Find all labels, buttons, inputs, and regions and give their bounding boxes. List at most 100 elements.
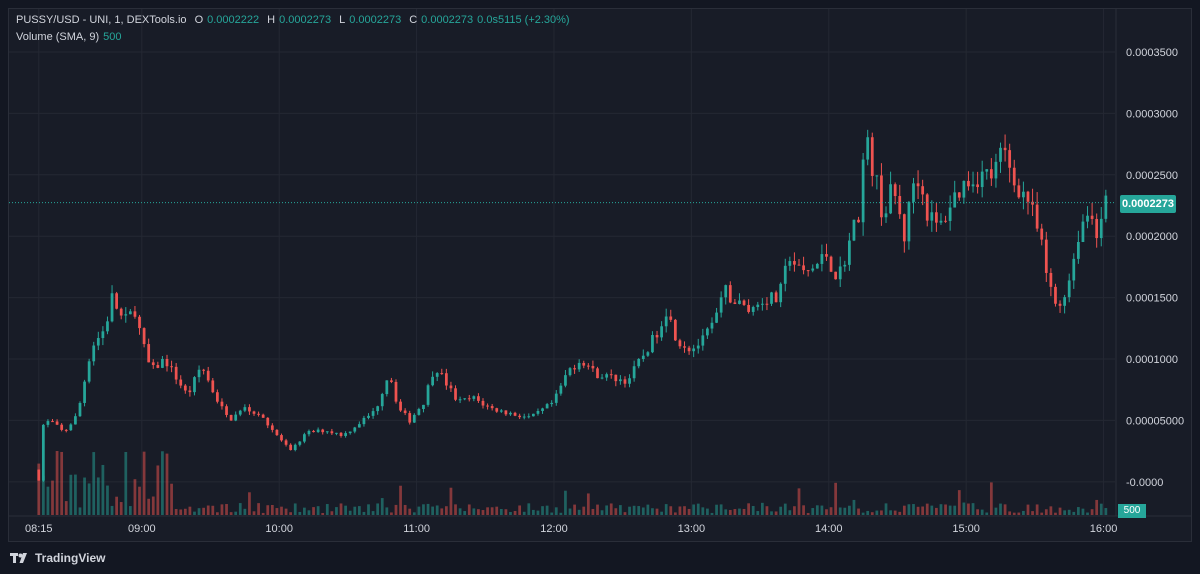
- volume-bar: [783, 503, 787, 515]
- volume-bar: [124, 451, 128, 515]
- volume-bar: [967, 503, 970, 515]
- volume-bar: [559, 512, 563, 515]
- candle-body: [902, 214, 906, 242]
- volume-bar: [472, 508, 476, 515]
- volume-bar: [806, 512, 810, 515]
- volume-bar: [509, 512, 512, 515]
- volume-bar: [46, 486, 50, 515]
- candle-body: [495, 408, 499, 412]
- candle-body: [559, 385, 563, 394]
- volume-bar: [422, 504, 425, 515]
- volume-bar: [600, 510, 604, 515]
- volume-bar: [142, 451, 146, 515]
- volume-legend: Volume (SMA, 9) 500: [16, 31, 122, 43]
- volume-bar: [344, 505, 347, 515]
- volume-bar: [683, 506, 686, 515]
- y-tick-label: 0.0003000: [1126, 108, 1178, 120]
- volume-bar: [861, 512, 865, 515]
- candle-body: [481, 400, 485, 406]
- candle-body: [843, 264, 847, 267]
- candle-body: [989, 169, 993, 179]
- candle-body: [541, 408, 544, 411]
- candle-body: [316, 429, 320, 433]
- candle-body: [751, 307, 755, 312]
- y-tick-label: 0.00005000: [1126, 415, 1184, 427]
- candle-body: [898, 196, 902, 215]
- candle-body: [1054, 286, 1057, 304]
- volume-bar: [298, 511, 302, 515]
- volume-bar: [1008, 511, 1012, 515]
- candle-body: [1072, 258, 1076, 281]
- candle-body: [678, 340, 682, 347]
- candle-body: [870, 137, 874, 176]
- candle-body: [238, 410, 242, 415]
- candle-body: [252, 411, 256, 414]
- volume-bar: [179, 509, 183, 515]
- volume-bar: [1095, 499, 1099, 515]
- candle-body: [51, 421, 54, 423]
- candle-body: [518, 415, 522, 418]
- candle-body: [60, 424, 64, 430]
- tradingview-brand[interactable]: TradingView: [10, 550, 105, 566]
- volume-bar: [568, 508, 572, 515]
- volume-bar: [687, 508, 691, 515]
- volume-bar: [692, 504, 696, 515]
- volume-bar: [216, 512, 219, 515]
- volume-bar: [69, 474, 73, 515]
- candle-body: [504, 410, 508, 415]
- candle-body: [916, 183, 920, 187]
- candle-body: [522, 416, 526, 418]
- volume-bar: [284, 508, 288, 515]
- volume-bar: [907, 504, 911, 515]
- symbol-label[interactable]: PUSSY/USD - UNI, 1, DEXTools.io: [16, 14, 187, 26]
- volume-bar: [655, 508, 659, 515]
- volume-bar: [939, 504, 943, 515]
- volume-bar: [60, 451, 64, 515]
- chart-panel[interactable]: [8, 8, 1192, 542]
- candle-body: [715, 312, 718, 323]
- volume-bar: [779, 506, 783, 515]
- volume-bar: [312, 507, 315, 515]
- candle-body: [444, 373, 448, 386]
- candle-body: [303, 434, 306, 442]
- candle-body: [614, 374, 618, 382]
- volume-bar: [999, 503, 1002, 515]
- candle-body: [362, 417, 366, 425]
- volume-bar: [463, 511, 467, 515]
- candle-body: [1008, 150, 1012, 168]
- candle-body: [527, 416, 531, 418]
- volume-bar: [522, 511, 526, 515]
- volume-bar: [96, 477, 100, 515]
- candle-body: [335, 432, 338, 434]
- volume-bar: [751, 505, 755, 515]
- volume-bar: [362, 511, 366, 515]
- volume-bar: [225, 504, 228, 515]
- candle-body: [417, 409, 421, 415]
- volume-bar: [458, 508, 462, 515]
- volume-bar: [275, 508, 279, 515]
- candle-body: [422, 404, 425, 410]
- volume-bar: [499, 509, 503, 515]
- candle-body: [353, 427, 357, 432]
- volume-bar: [541, 506, 544, 515]
- y-tick-label: 0.0002500: [1126, 170, 1178, 182]
- volume-bar: [586, 493, 590, 515]
- candle-body: [202, 369, 206, 371]
- volume-bar: [1081, 508, 1085, 515]
- candle-body: [692, 348, 696, 352]
- volume-bar: [449, 487, 453, 515]
- x-tick-label: 13:00: [678, 523, 706, 535]
- volume-bar: [870, 512, 874, 515]
- candle-body: [953, 192, 957, 208]
- volume-bar: [957, 490, 961, 515]
- candle-body: [312, 430, 315, 433]
- volume-indicator-label[interactable]: Volume (SMA, 9): [16, 31, 100, 43]
- candle-body: [138, 316, 141, 329]
- candle-body: [880, 175, 883, 218]
- candle-body: [770, 292, 773, 304]
- volume-bar: [619, 505, 622, 515]
- candle-body: [325, 431, 329, 433]
- volume-bar: [701, 507, 705, 515]
- volume-bar: [261, 512, 265, 515]
